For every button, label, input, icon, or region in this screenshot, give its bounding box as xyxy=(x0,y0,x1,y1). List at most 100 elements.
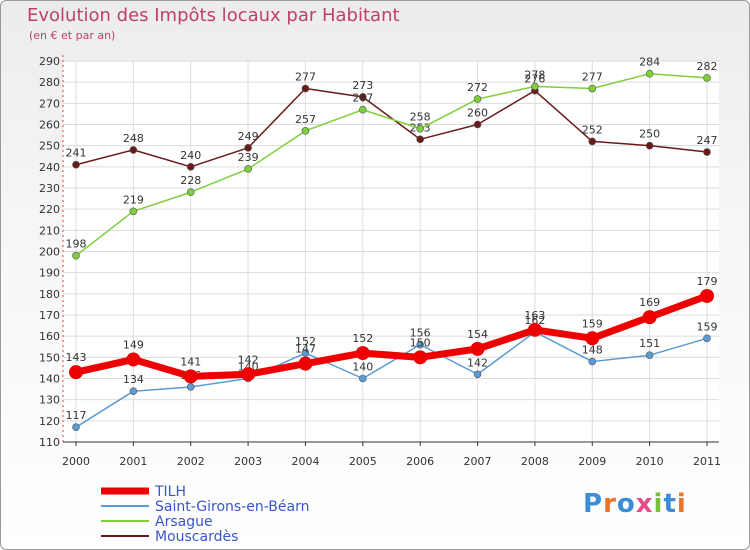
data-point xyxy=(183,369,198,384)
data-label: 284 xyxy=(639,56,660,69)
y-tick-label: 220 xyxy=(39,203,60,216)
data-point xyxy=(470,341,485,356)
data-label: 240 xyxy=(180,149,201,162)
data-point xyxy=(416,340,424,349)
data-point xyxy=(473,95,482,103)
logo-letter: o xyxy=(616,489,636,519)
data-label: 248 xyxy=(123,132,144,145)
series-line xyxy=(75,87,708,168)
chart-title: Evolution des Impôts locaux par Habitant xyxy=(27,5,400,26)
data-point xyxy=(645,69,654,78)
x-tick-label: 2005 xyxy=(349,455,377,468)
y-tick-label: 210 xyxy=(39,224,60,237)
data-point xyxy=(359,93,367,101)
y-tick-label: 140 xyxy=(39,373,60,386)
y-tick-label: 240 xyxy=(39,161,60,174)
data-label: 277 xyxy=(582,71,603,84)
data-point xyxy=(126,352,141,367)
logo-letter: x xyxy=(635,489,654,519)
data-point xyxy=(642,310,657,325)
data-label: 143 xyxy=(66,351,87,364)
data-label: 163 xyxy=(524,309,545,322)
data-point xyxy=(298,356,313,371)
data-label: 258 xyxy=(410,111,431,124)
data-point xyxy=(301,127,310,135)
data-point xyxy=(244,165,252,173)
logo-letter: r xyxy=(603,489,617,519)
x-tick-label: 2001 xyxy=(119,455,147,468)
data-point xyxy=(700,288,714,303)
data-label: 162 xyxy=(524,314,545,327)
data-label: 151 xyxy=(639,337,660,350)
data-point xyxy=(129,207,138,216)
proxiti-logo: Proxiti xyxy=(583,489,687,519)
data-label: 247 xyxy=(697,134,718,147)
data-point xyxy=(527,322,542,337)
data-point xyxy=(72,251,80,260)
x-tick-label: 2009 xyxy=(578,455,606,468)
data-label: 142 xyxy=(238,353,259,366)
series-line xyxy=(75,72,708,257)
data-point xyxy=(588,84,597,93)
data-point xyxy=(301,84,310,93)
data-point xyxy=(186,188,195,197)
data-label: 257 xyxy=(295,113,316,126)
data-label: 228 xyxy=(180,174,201,187)
data-point xyxy=(531,82,539,91)
legend: TILHSaint-Girons-en-BéarnArsagueMouscard… xyxy=(101,484,309,545)
data-point xyxy=(703,74,711,82)
data-point xyxy=(645,141,654,150)
data-point xyxy=(416,135,424,144)
data-point xyxy=(69,365,83,380)
data-label: 159 xyxy=(697,320,718,333)
x-tick-label: 2011 xyxy=(693,455,721,468)
data-label: 267 xyxy=(352,92,373,105)
x-tick-label: 2007 xyxy=(464,455,492,468)
data-point xyxy=(588,137,597,146)
y-tick-label: 260 xyxy=(39,119,60,132)
data-label: 252 xyxy=(582,123,603,136)
data-point xyxy=(703,334,711,343)
data-label: 141 xyxy=(180,355,201,368)
x-tick-label: 2004 xyxy=(291,455,319,468)
data-label: 152 xyxy=(295,335,316,348)
data-point xyxy=(301,349,310,357)
data-label: 156 xyxy=(410,327,431,340)
legend-label: Saint-Girons-en-Béarn xyxy=(155,499,309,515)
data-label: 198 xyxy=(66,238,87,251)
logo-letter: i xyxy=(676,489,687,519)
data-point xyxy=(473,120,482,129)
data-label: 159 xyxy=(582,317,603,330)
data-label: 148 xyxy=(582,344,603,357)
data-label: 150 xyxy=(410,336,431,349)
data-label: 147 xyxy=(295,343,316,356)
data-label: 152 xyxy=(352,332,373,345)
data-label: 260 xyxy=(467,107,488,120)
y-tick-label: 270 xyxy=(39,97,60,110)
x-tick-label: 2003 xyxy=(234,455,262,468)
axes: 110 120 130 140 150 160 170 180 190 200 210 220 230 2… xyxy=(39,55,721,468)
y-tick-label: 280 xyxy=(39,76,60,89)
y-tick-label: 120 xyxy=(39,415,60,428)
y-tick-label: 130 xyxy=(39,394,60,407)
x-tick-label: 2000 xyxy=(62,455,90,468)
data-point xyxy=(473,370,482,379)
legend-label: Mouscardès xyxy=(155,529,238,545)
data-point xyxy=(244,143,252,152)
data-point xyxy=(72,423,80,431)
data-point xyxy=(703,148,711,156)
data-point xyxy=(588,357,597,366)
data-label: 272 xyxy=(467,81,488,94)
data-label: 277 xyxy=(295,71,316,84)
data-label: 134 xyxy=(123,373,144,386)
logo-letter: t xyxy=(663,489,677,519)
data-point xyxy=(359,105,367,114)
data-point xyxy=(355,346,370,361)
logo-letter: i xyxy=(653,489,664,519)
data-label: 276 xyxy=(524,73,545,86)
y-tick-label: 250 xyxy=(39,140,60,153)
data-point xyxy=(72,160,80,169)
data-label: 278 xyxy=(524,68,545,81)
data-point xyxy=(241,367,256,382)
